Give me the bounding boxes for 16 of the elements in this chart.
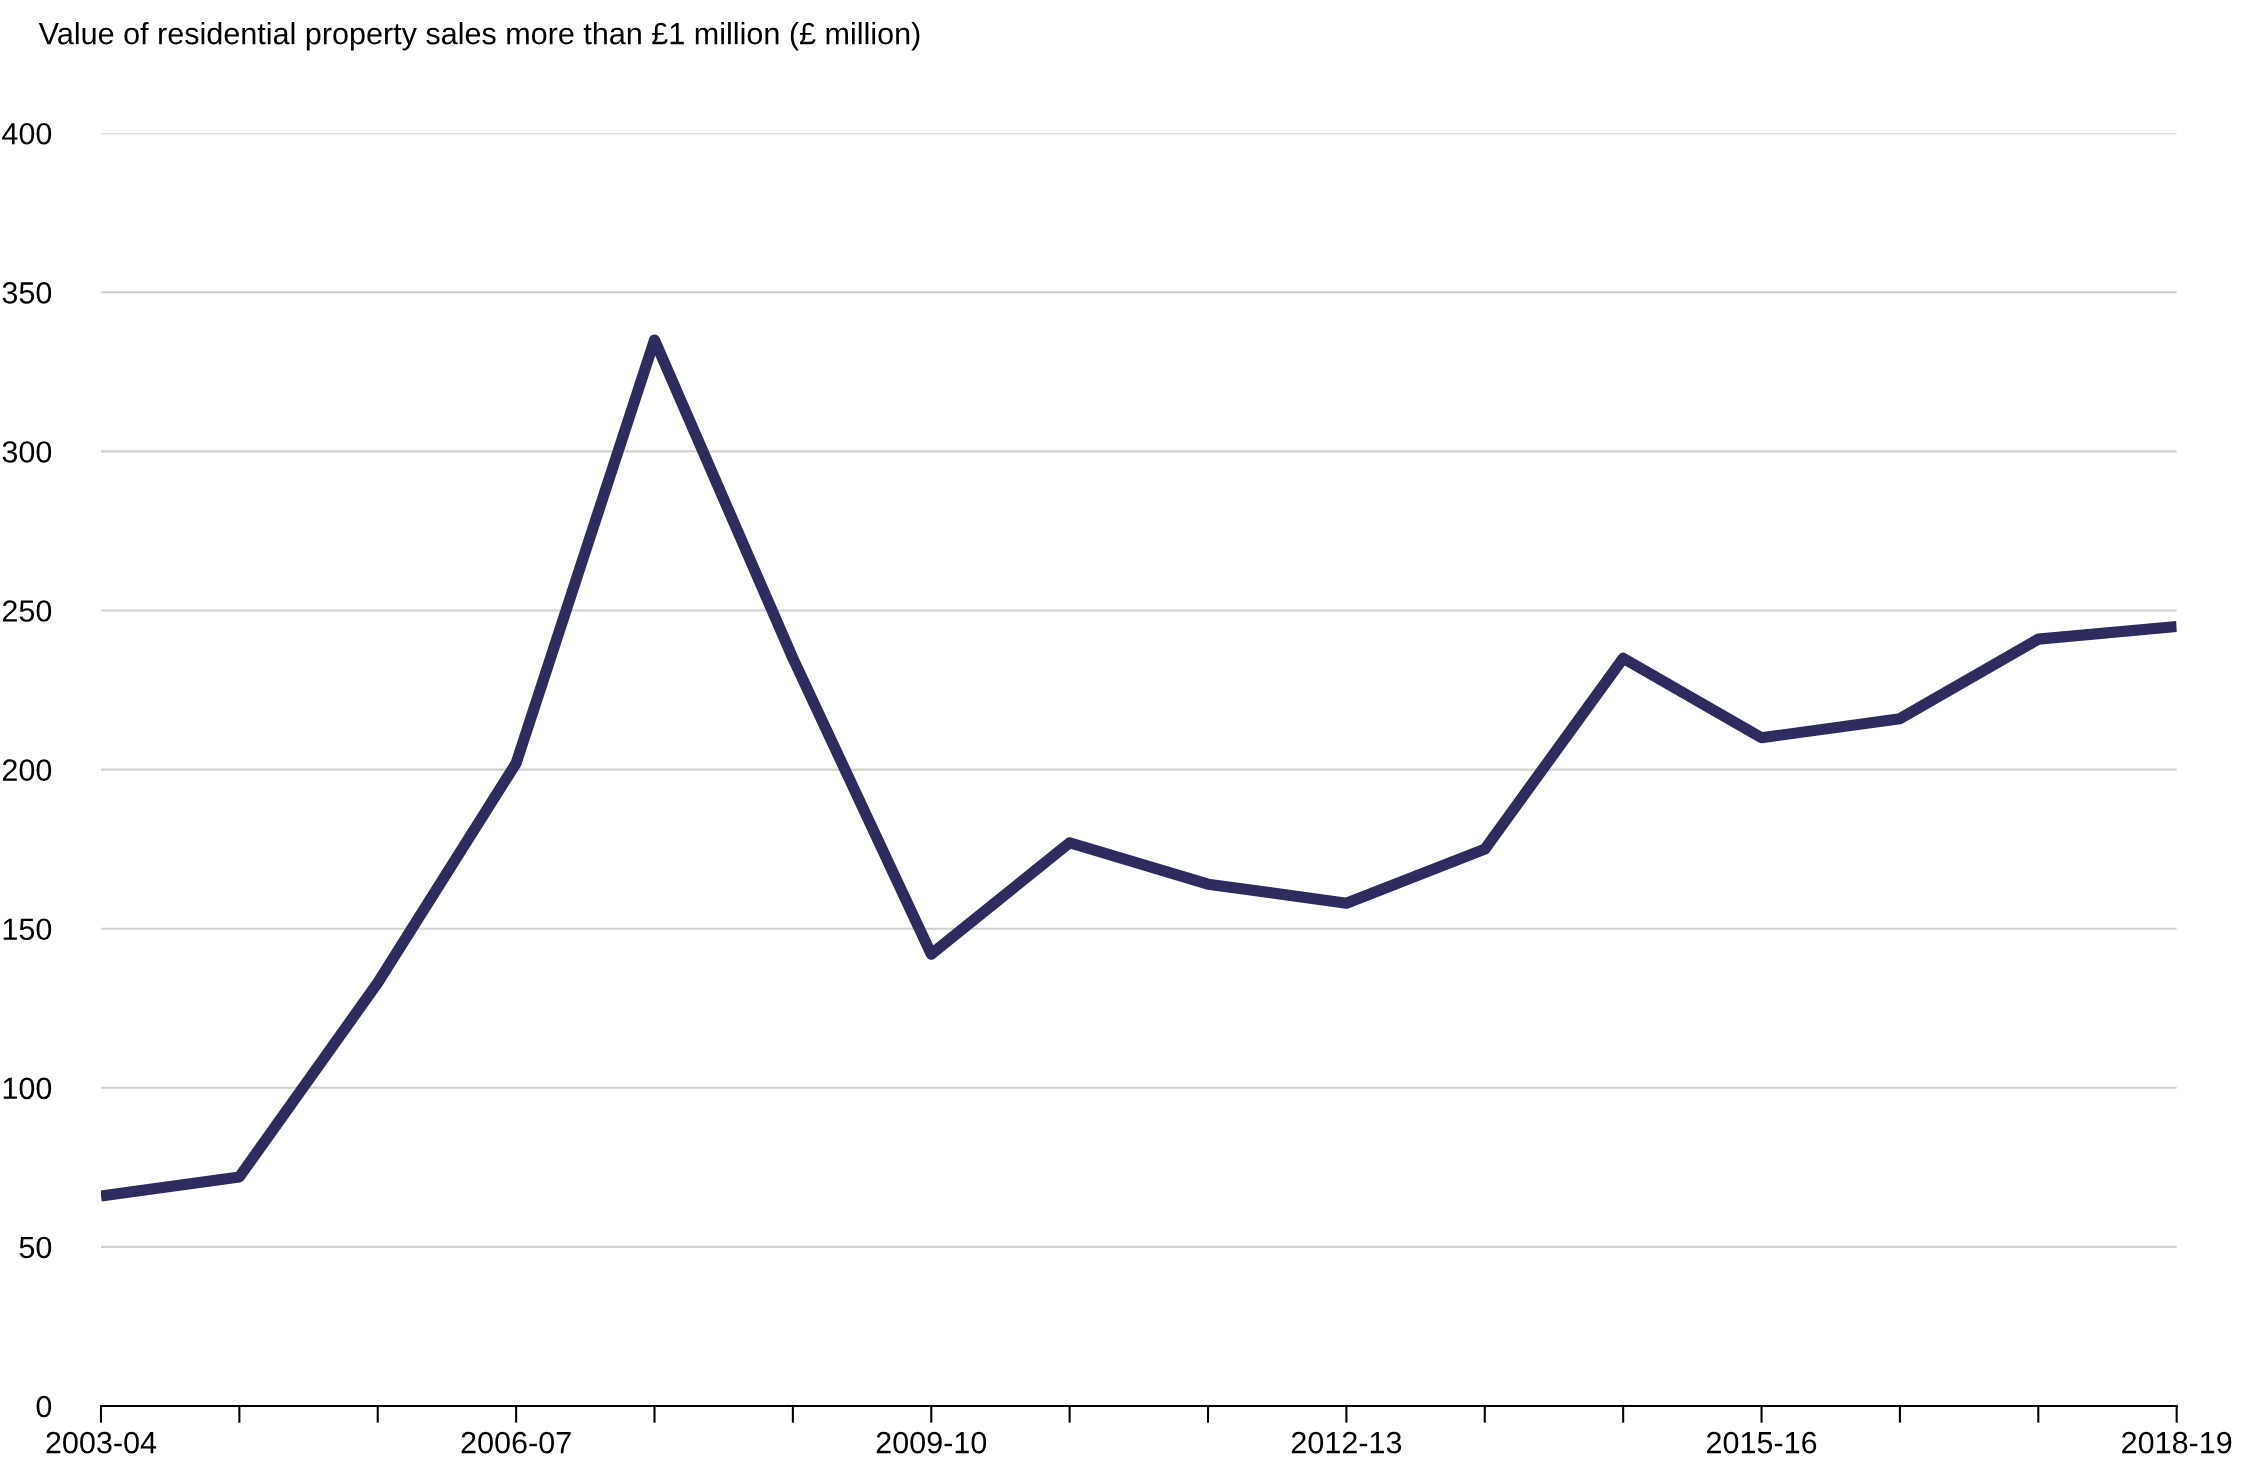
y-tick-label: 400	[2, 122, 52, 145]
x-tick-label: 2018-19	[2122, 1431, 2232, 1454]
y-tick-label: 350	[2, 282, 52, 304]
y-tick-label: 50	[19, 1236, 52, 1259]
x-tick-label: 2003-04	[46, 1431, 157, 1454]
x-tick-label: 2012-13	[1291, 1431, 1402, 1454]
y-axis-title: Value of residential property sales more than £1 million (£ million)	[38, 21, 920, 51]
y-tick-label: 300	[2, 441, 52, 463]
x-tick-label: 2009-10	[876, 1431, 987, 1454]
y-tick-label: 250	[2, 600, 52, 622]
y-tick-label: 0	[36, 1395, 52, 1418]
y-tick-label: 200	[2, 759, 52, 781]
x-tick-label: 2006-07	[461, 1431, 571, 1454]
y-tick-label: 100	[3, 1077, 52, 1100]
y-tick-label: 150	[3, 918, 52, 941]
x-tick-label: 2015-16	[1707, 1431, 1817, 1454]
